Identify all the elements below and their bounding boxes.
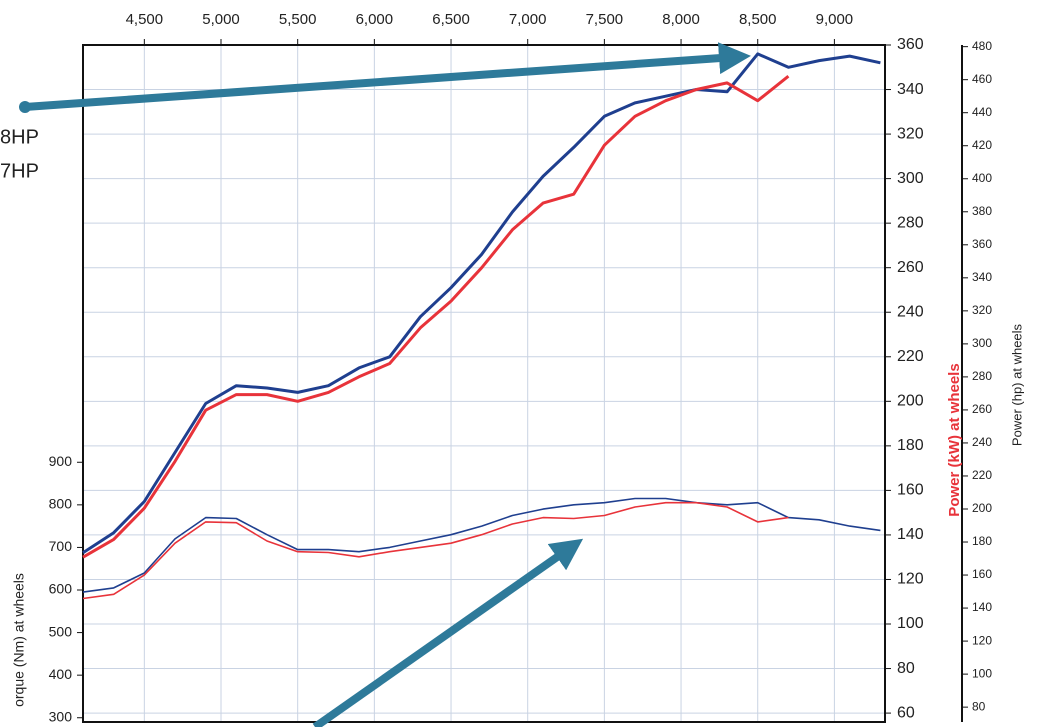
y3-tick-label: 200 <box>972 501 992 515</box>
y2-tick-label: 120 <box>897 571 924 588</box>
y3-tick-label: 480 <box>972 39 992 53</box>
y3-tick-label: 360 <box>972 237 992 251</box>
y-tick-label: 400 <box>49 666 73 682</box>
y3-tick-label: 340 <box>972 270 992 284</box>
torque-line <box>82 501 789 600</box>
x-tick-label: 5,500 <box>279 11 317 28</box>
y3-tick-label: 440 <box>972 105 992 119</box>
arrow-tail <box>19 101 31 113</box>
y3-tick-label: 160 <box>972 567 992 581</box>
y2-axis-label: Power (kW) at wheels <box>946 363 963 516</box>
y2-tick-label: 360 <box>897 36 924 53</box>
y-tick-label: 500 <box>49 623 73 639</box>
y3-tick-label: 120 <box>972 633 992 647</box>
y2-tick-label: 160 <box>897 482 924 499</box>
y3-tick-label: 180 <box>972 534 992 548</box>
y3-tick-label: 300 <box>972 336 992 350</box>
y2-tick-label: 220 <box>897 348 924 365</box>
y2-tick-label: 240 <box>897 303 924 320</box>
y3-tick-label: 420 <box>972 138 992 152</box>
y2-tick-label: 100 <box>897 615 924 632</box>
y3-tick-label: 240 <box>972 435 992 449</box>
y3-tick-label: 280 <box>972 369 992 383</box>
arrow <box>312 538 584 727</box>
x-tick-label: 5,000 <box>202 11 240 28</box>
series <box>82 52 881 600</box>
power-line <box>82 52 881 555</box>
x-tick-label: 6,000 <box>356 11 394 28</box>
y-tick-label: 600 <box>49 581 73 597</box>
y2-tick-label: 340 <box>897 81 924 98</box>
annotation: 7HP <box>0 160 39 182</box>
y-tick-label: 300 <box>49 708 73 724</box>
annotation: 8HP <box>0 126 39 148</box>
y2-tick-label: 180 <box>897 437 924 454</box>
y2-tick-label: 200 <box>897 393 924 410</box>
y3-tick-label: 140 <box>972 600 992 614</box>
y2-tick-label: 300 <box>897 170 924 187</box>
x-tick-label: 9,000 <box>816 11 854 28</box>
y3-tick-label: 100 <box>972 666 992 680</box>
y3-tick-label: 380 <box>972 204 992 218</box>
y3-tick-label: 400 <box>972 171 992 185</box>
y3-tick-label: 220 <box>972 468 992 482</box>
y-axis-label: orque (Nm) at wheels <box>11 573 27 707</box>
y2-tick-label: 260 <box>897 259 924 276</box>
plot-frame <box>82 44 886 723</box>
x-tick-label: 4,500 <box>126 11 164 28</box>
y3-axis-label: Power (hp) at wheels <box>1009 323 1024 446</box>
y2-tick-label: 140 <box>897 526 924 543</box>
x-tick-label: 7,500 <box>586 11 624 28</box>
x-tick-label: 7,000 <box>509 11 547 28</box>
grid <box>83 44 885 722</box>
y3-tick-label: 320 <box>972 303 992 317</box>
y2-tick-label: 320 <box>897 125 924 142</box>
y-tick-label: 800 <box>49 496 73 512</box>
y2-tick-label: 60 <box>897 704 915 721</box>
arrow <box>24 42 751 111</box>
power-line <box>82 75 790 559</box>
y2-tick-label: 80 <box>897 660 915 677</box>
x-tick-label: 8,500 <box>739 11 777 28</box>
y2-tick-label: 280 <box>897 214 924 231</box>
y-tick-label: 900 <box>49 453 73 469</box>
y3-tick-label: 460 <box>972 72 992 86</box>
y3-tick-label: 260 <box>972 402 992 416</box>
torque-line <box>82 497 881 593</box>
x-tick-label: 6,500 <box>432 11 470 28</box>
x-tick-label: 8,000 <box>662 11 700 28</box>
y-tick-label: 700 <box>49 538 73 554</box>
y3-tick-label: 80 <box>972 699 986 713</box>
